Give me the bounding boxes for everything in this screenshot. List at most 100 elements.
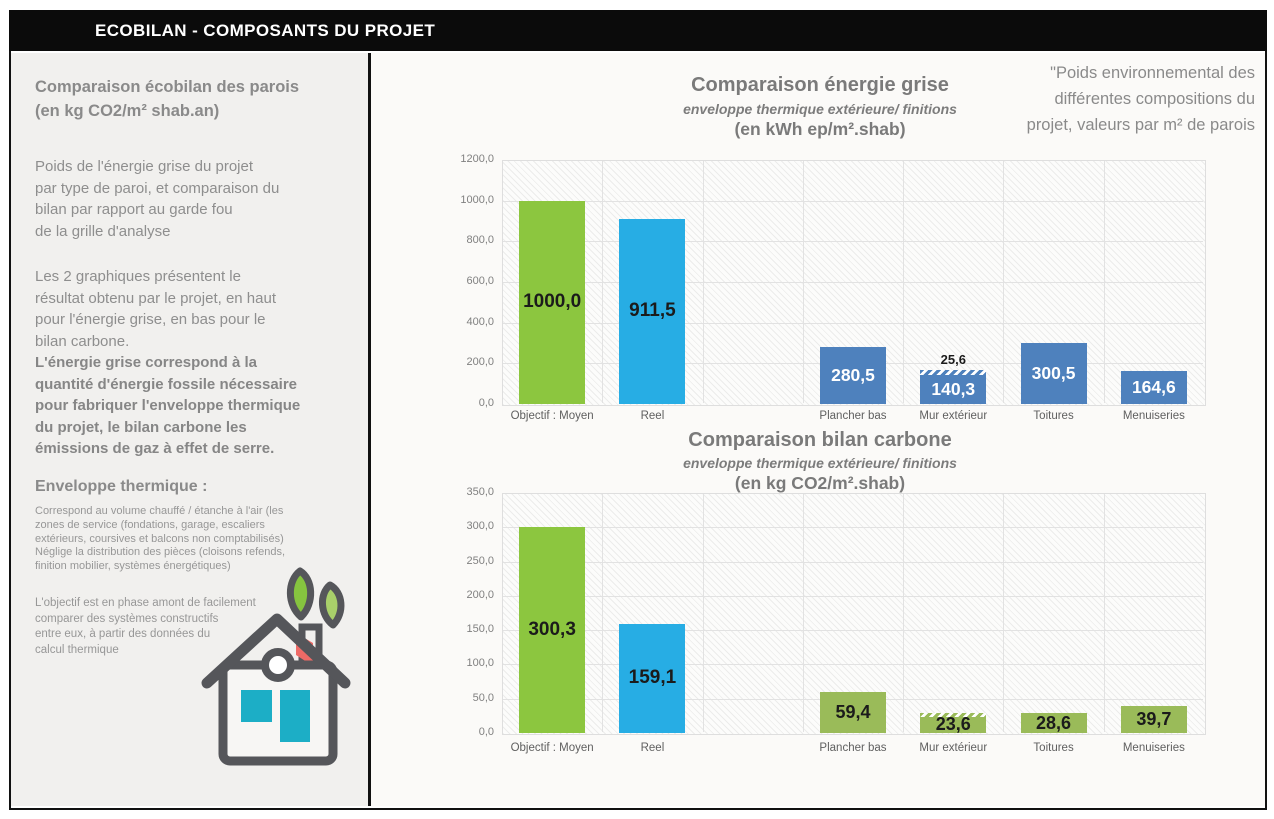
y-tick-label: 200,0 [466, 356, 494, 369]
sidebar-smalltext-2: L'objectif est en phase amont de facilem… [35, 597, 256, 656]
gridline [1003, 161, 1005, 403]
bar-menuiseries: 39,7 [1120, 705, 1187, 733]
gridline [903, 161, 905, 403]
category-label: Reel [640, 410, 665, 422]
chart-1-subtitle: enveloppe thermique extérieure/ finition… [683, 101, 957, 117]
gridline [503, 595, 1203, 597]
sidebar-paragraph-2: Les 2 graphiques présentent le résultat … [35, 268, 276, 350]
gridline [503, 322, 1203, 324]
roof [201, 613, 351, 689]
gridline [1103, 161, 1105, 403]
gridline [503, 561, 1203, 563]
window-right [280, 690, 310, 742]
gridline [503, 664, 1203, 666]
hatched-cap-mur-exterieur [920, 370, 987, 376]
y-tick-label: 0,0 [478, 397, 494, 409]
sidebar-panel: Comparaison écobilan des parois (en kg C… [11, 53, 371, 806]
gridline [702, 494, 704, 732]
bar-plancher-bas: 280,5 [820, 346, 886, 404]
chart-1-plot-area [502, 493, 1206, 735]
bar-mur-exterieur: 140,3 [920, 375, 987, 404]
y-tick-label: 300,0 [466, 520, 494, 533]
bar-value-label: 59,4 [835, 702, 871, 723]
bar-value-label: 159,1 [628, 667, 677, 689]
category-label: Plancher bas [819, 742, 887, 754]
chart-1-title: Comparaison énergie grise [691, 74, 949, 96]
category-label: Mur extérieur [919, 742, 988, 754]
gridline [503, 200, 1203, 202]
bar-objectif-moyen: 1000,0 [519, 200, 586, 404]
hatched-cap-label: 25,6 [940, 352, 966, 368]
gridline [503, 527, 1203, 529]
environmental-note: "Poids environnemental des différentes c… [1026, 64, 1255, 134]
y-tick-label: 1000,0 [460, 193, 494, 206]
bar-value-label: 911,5 [629, 300, 676, 322]
gridline [503, 630, 1203, 632]
y-tick-label: 350,0 [466, 486, 494, 498]
chart-1-unit: (en kWh ep/m².shab) [734, 119, 906, 139]
sidebar-subheading: Enveloppe thermique : [35, 478, 208, 495]
y-tick-label: 0,0 [478, 726, 494, 738]
gridline [503, 241, 1203, 243]
y-tick-label: 400,0 [466, 315, 494, 328]
bar-value-label: 140,3 [931, 379, 976, 400]
gridline [503, 282, 1203, 283]
bar-value-label: 23,6 [935, 714, 971, 735]
category-label: Reel [640, 742, 665, 754]
sidebar-heading: Comparaison écobilan des parois (en kg C… [35, 78, 300, 120]
sidebar-paragraph-3: L'énergie grise correspond à la quantité… [35, 354, 301, 457]
gridline [1103, 494, 1105, 732]
y-tick-label: 50,0 [472, 691, 494, 704]
sidebar-paragraph-1: Poids de l'énergie grise du projet par t… [35, 158, 280, 240]
gridline [802, 161, 804, 403]
bar-value-label: 39,7 [1136, 708, 1172, 729]
bar-value-label: 300,5 [1031, 362, 1076, 383]
bar-value-label: 300,3 [528, 619, 576, 641]
bar-mur-exterieur: 23,6 [920, 714, 987, 735]
y-tick-label: 1200,0 [460, 153, 494, 165]
gridline [1003, 494, 1005, 732]
bar-value-label: 280,5 [831, 364, 875, 385]
chart-2-title: Comparaison bilan carbone [688, 429, 952, 451]
gridline [602, 161, 604, 403]
y-tick-label: 250,0 [466, 554, 494, 567]
chart-2-unit: (en kg CO2/m².shab) [734, 473, 906, 493]
category-label: Toitures [1033, 742, 1074, 754]
bar-plancher-bas: 59,4 [820, 692, 886, 733]
bar-menuiseries: 164,6 [1120, 370, 1187, 404]
round-window [261, 648, 295, 682]
window-left [241, 690, 272, 722]
hatched-cap-mur-exterieur [920, 712, 987, 717]
chart-2-subtitle: enveloppe thermique extérieure/ finition… [683, 455, 957, 471]
category-label: Menuiseries [1122, 742, 1185, 754]
gridline [903, 494, 905, 732]
bar-toitures: 300,5 [1020, 342, 1087, 404]
bar-value-label: 164,6 [1131, 376, 1176, 397]
category-label: Plancher bas [819, 410, 887, 422]
bar-value-label: 1000,0 [523, 291, 582, 313]
gridline [602, 494, 604, 732]
category-label: Objectif : Moyen [510, 410, 594, 422]
gridline [702, 161, 704, 403]
page-title: ECOBILAN - COMPOSANTS DU PROJET [95, 20, 436, 40]
y-tick-label: 150,0 [466, 623, 494, 636]
bar-toitures: 28,6 [1020, 712, 1087, 733]
y-tick-label: 800,0 [466, 234, 494, 247]
sidebar-smalltext-1: Correspond au volume chauffé / étanche à… [35, 505, 286, 573]
gridline [802, 494, 804, 732]
bar-reel: 911,5 [619, 218, 686, 404]
y-tick-label: 600,0 [466, 275, 494, 287]
leaves-icon [286, 567, 345, 629]
category-label: Menuiseries [1122, 410, 1185, 422]
bar-objectif-moyen: 300,3 [519, 527, 586, 733]
y-tick-label: 100,0 [466, 657, 494, 670]
category-label: Objectif : Moyen [510, 742, 594, 754]
bar-value-label: 28,6 [1036, 712, 1072, 733]
title-bar: ECOBILAN - COMPOSANTS DU PROJET [9, 10, 1267, 51]
category-label: Mur extérieur [919, 410, 988, 422]
y-tick-label: 200,0 [466, 588, 494, 601]
bar-reel: 159,1 [619, 623, 686, 733]
eco-house-icon [201, 567, 351, 766]
